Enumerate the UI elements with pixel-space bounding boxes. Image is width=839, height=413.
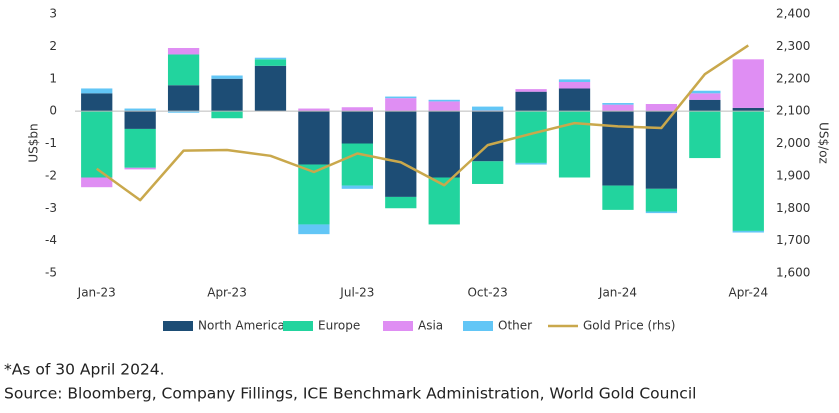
legend-label: Gold Price (rhs) [583, 319, 675, 333]
bar-segment [81, 93, 113, 112]
bar-segment [167, 47, 200, 55]
bar-segment [211, 111, 243, 119]
bar-segment [254, 59, 287, 66]
x-tick-label: Jul-23 [339, 286, 374, 300]
bar-segment [81, 88, 113, 94]
y2-tick-label: 2,000 [776, 136, 810, 150]
x-tick-label: Oct-23 [467, 286, 507, 300]
y2-axis-title: US$/oz [817, 122, 831, 164]
bar-segment [558, 111, 591, 178]
legend-label: North America [198, 319, 285, 333]
bar-segment [602, 103, 634, 105]
bar-segment [298, 108, 330, 112]
legend-swatch [283, 321, 313, 331]
bar-segment [385, 111, 417, 197]
y-tick-label: 2 [49, 39, 57, 53]
bar-segment [341, 107, 373, 112]
bar-segment [689, 93, 721, 100]
bar-segment [428, 101, 460, 112]
bar-segment [558, 81, 591, 89]
bar-segment [385, 196, 417, 209]
bar-segment [81, 111, 113, 178]
y2-tick-label: 1,800 [776, 201, 810, 215]
legend-swatch [463, 321, 493, 331]
y2-tick-label: 1,900 [776, 168, 810, 182]
bar-segment [472, 106, 504, 111]
bar-segment [515, 91, 547, 112]
bar-segment [645, 104, 678, 112]
bar-segment [124, 111, 156, 129]
legend-label: Asia [418, 319, 443, 333]
bar-segment [645, 188, 678, 212]
y2-tick-label: 1,700 [776, 233, 810, 247]
bar-segment [428, 111, 460, 178]
bar-segment [124, 108, 156, 112]
bar-segment [124, 167, 156, 170]
bar-segment [167, 85, 200, 112]
bar-segment [341, 185, 373, 189]
bar-segment [732, 111, 764, 231]
y2-tick-label: 1,600 [776, 266, 810, 280]
bar-segment [689, 99, 721, 112]
y-axis-title: US$bn [27, 123, 41, 162]
y-tick-label: -4 [45, 233, 57, 247]
bar-segment [211, 75, 243, 79]
bar-segment [732, 230, 764, 233]
bar-segment [645, 211, 678, 214]
y-tick-label: 3 [49, 7, 57, 21]
bar-segment [558, 88, 591, 112]
legend-label: Europe [318, 319, 360, 333]
bar-segment [298, 111, 330, 165]
bar-segment [428, 99, 460, 102]
bar-segment [689, 111, 721, 159]
bar-segment [515, 162, 547, 165]
y-tick-label: 1 [49, 71, 57, 85]
x-tick-label: Jan-24 [598, 286, 637, 300]
bar-segment [254, 57, 287, 60]
bar-segment [602, 111, 634, 186]
legend-swatch [383, 321, 413, 331]
bar-segment [341, 111, 373, 144]
bar-segment [167, 111, 200, 113]
bar-segment [341, 143, 373, 186]
bar-segment [254, 65, 287, 112]
y-tick-label: -2 [45, 168, 57, 182]
y-tick-label: -5 [45, 266, 57, 280]
bar-segment [298, 224, 330, 235]
bar-segment [298, 164, 330, 225]
bar-segment [211, 78, 243, 112]
bar-segment [732, 107, 764, 112]
bar-segment [732, 59, 764, 108]
x-tick-label: Jan-23 [77, 286, 116, 300]
bar-segment [385, 98, 417, 112]
y2-tick-label: 2,300 [776, 39, 810, 53]
bar-segment [167, 54, 200, 86]
x-tick-label: Apr-23 [207, 286, 247, 300]
y2-tick-label: 2,400 [776, 7, 810, 21]
bar-segment [385, 96, 417, 99]
bar-segment [515, 89, 547, 92]
bar-segment [472, 161, 504, 184]
bar-segment [602, 104, 634, 112]
bar-segment [472, 111, 504, 162]
y-tick-label: 0 [49, 104, 57, 118]
bar-segment [689, 90, 721, 94]
bar-segment [124, 128, 156, 168]
bar-segment [602, 185, 634, 210]
bar-segment [558, 79, 591, 82]
y-tick-label: -3 [45, 201, 57, 215]
bar-segment [645, 111, 678, 189]
footnote: *As of 30 April 2024. [4, 361, 165, 379]
legend-label: Other [498, 319, 532, 333]
bar-segment [81, 177, 113, 188]
legend-swatch [163, 321, 193, 331]
x-tick-label: Apr-24 [728, 286, 768, 300]
y2-tick-label: 2,200 [776, 71, 810, 85]
source-note: Source: Bloomberg, Company Fillings, ICE… [4, 385, 696, 403]
line-series [95, 44, 749, 202]
y-tick-label: -1 [45, 136, 57, 150]
y2-tick-label: 2,100 [776, 104, 810, 118]
